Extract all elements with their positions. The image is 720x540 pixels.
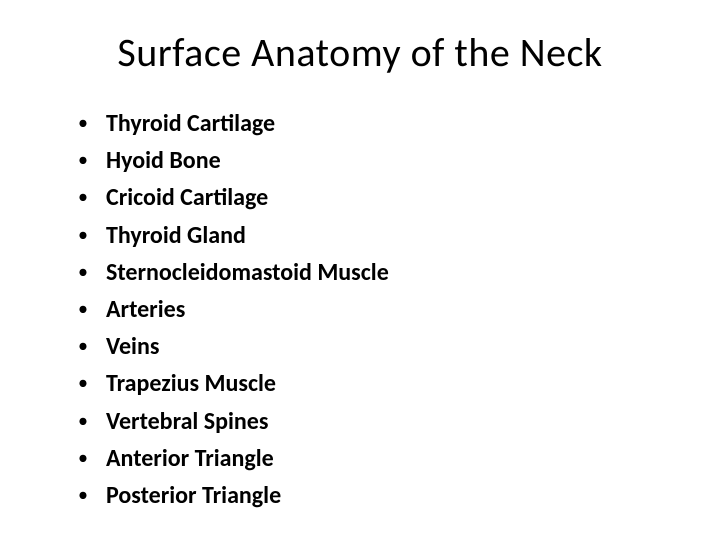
bullet-text: Arteries	[106, 291, 660, 328]
list-item: • Cricoid Cartilage	[78, 179, 660, 216]
slide-title: Surface Anatomy of the Neck	[60, 28, 660, 77]
bullet-text: Thyroid Gland	[106, 217, 660, 254]
list-item: • Posterior Triangle	[78, 477, 660, 514]
bullet-text: Sternocleidomastoid Muscle	[106, 254, 660, 291]
bullet-text: Posterior Triangle	[106, 477, 660, 514]
bullet-icon: •	[78, 142, 106, 179]
slide-container: Surface Anatomy of the Neck • Thyroid Ca…	[0, 0, 720, 540]
bullet-text: Trapezius Muscle	[106, 365, 660, 402]
bullet-text: Thyroid Cartilage	[106, 105, 660, 142]
list-item: • Vertebral Spines	[78, 403, 660, 440]
list-item: • Trapezius Muscle	[78, 365, 660, 402]
list-item: • Thyroid Cartilage	[78, 105, 660, 142]
list-item: • Veins	[78, 328, 660, 365]
bullet-icon: •	[78, 440, 106, 477]
list-item: • Sternocleidomastoid Muscle	[78, 254, 660, 291]
bullet-icon: •	[78, 365, 106, 402]
bullet-icon: •	[78, 179, 106, 216]
bullet-icon: •	[78, 477, 106, 514]
bullet-text: Anterior Triangle	[106, 440, 660, 477]
bullet-text: Veins	[106, 328, 660, 365]
bullet-icon: •	[78, 291, 106, 328]
list-item: • Anterior Triangle	[78, 440, 660, 477]
bullet-list: • Thyroid Cartilage • Hyoid Bone • Crico…	[60, 105, 660, 514]
bullet-icon: •	[78, 328, 106, 365]
bullet-text: Cricoid Cartilage	[106, 179, 660, 216]
bullet-icon: •	[78, 403, 106, 440]
list-item: • Arteries	[78, 291, 660, 328]
list-item: • Thyroid Gland	[78, 217, 660, 254]
bullet-icon: •	[78, 254, 106, 291]
bullet-text: Hyoid Bone	[106, 142, 660, 179]
bullet-text: Vertebral Spines	[106, 403, 660, 440]
list-item: • Hyoid Bone	[78, 142, 660, 179]
bullet-icon: •	[78, 105, 106, 142]
bullet-icon: •	[78, 217, 106, 254]
